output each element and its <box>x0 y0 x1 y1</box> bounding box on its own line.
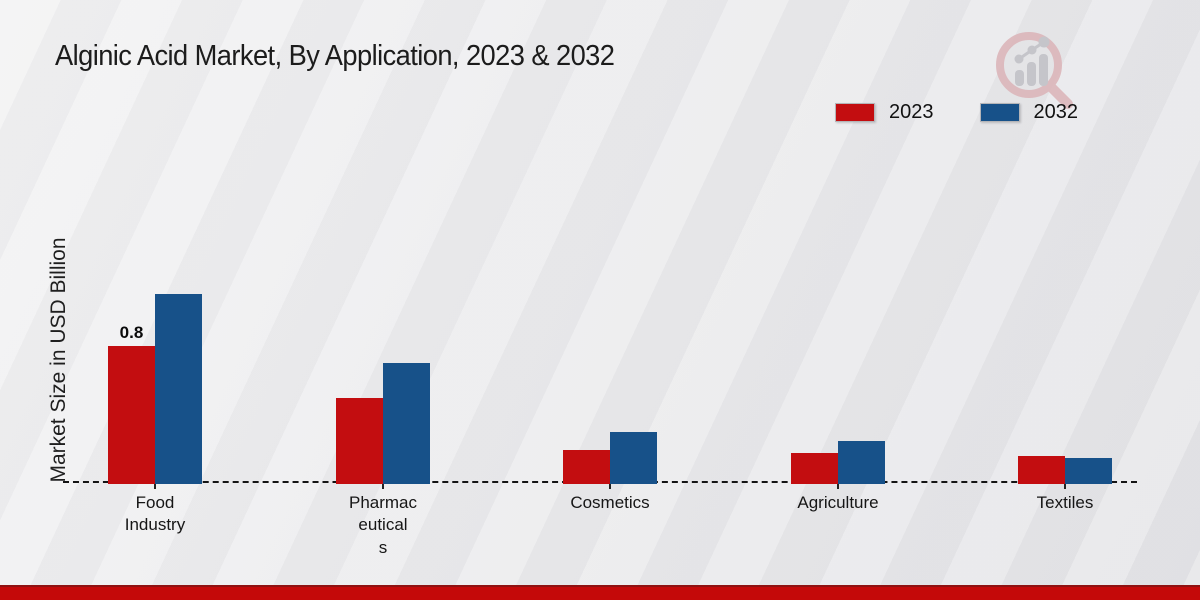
bar-2023-textiles <box>1018 456 1065 484</box>
x-axis-tick <box>382 484 384 489</box>
x-tick-label-agriculture: Agriculture <box>797 493 879 512</box>
x-tick-label-textiles: Textiles <box>1036 493 1094 512</box>
bar-2032-agriculture <box>838 440 885 484</box>
magnifier-bar-chart-logo <box>996 32 1073 109</box>
x-axis-tick <box>154 484 156 489</box>
x-axis-tick <box>837 484 839 489</box>
footer-red-band <box>0 585 1200 600</box>
legend-item-2023: 2023 <box>835 101 934 124</box>
x-axis-tick <box>609 484 611 489</box>
legend-item-2032: 2032 <box>979 101 1079 124</box>
x-axis-tick <box>1064 484 1066 489</box>
x-tick-label-food-industry: Food Industry <box>124 493 186 535</box>
bar-2023-food-industry <box>108 346 155 484</box>
x-tick-label-cosmetics: Cosmetics <box>570 493 650 512</box>
bar-2032-pharmaceuticals <box>383 363 430 484</box>
legend-swatch-2023 <box>835 103 875 122</box>
bar-value-label: 0.8 <box>119 323 144 342</box>
bar-2032-food-industry <box>155 294 202 484</box>
legend-label-2032: 2032 <box>1033 101 1079 123</box>
legend-label-2023: 2023 <box>889 101 934 123</box>
legend-swatch-2032 <box>979 103 1020 122</box>
bar-2023-pharmaceuticals <box>336 397 383 484</box>
bar-2023-agriculture <box>791 452 838 484</box>
bar-2023-cosmetics <box>563 449 610 484</box>
chart-title: Alginic Acid Market, By Application, 202… <box>55 40 615 72</box>
bar-2032-textiles <box>1065 458 1112 484</box>
x-tick-label-pharmaceuticals: Pharmac eutical s <box>348 493 418 557</box>
bar-2032-cosmetics <box>610 432 657 484</box>
legend: 2023 2032 <box>835 101 1078 124</box>
